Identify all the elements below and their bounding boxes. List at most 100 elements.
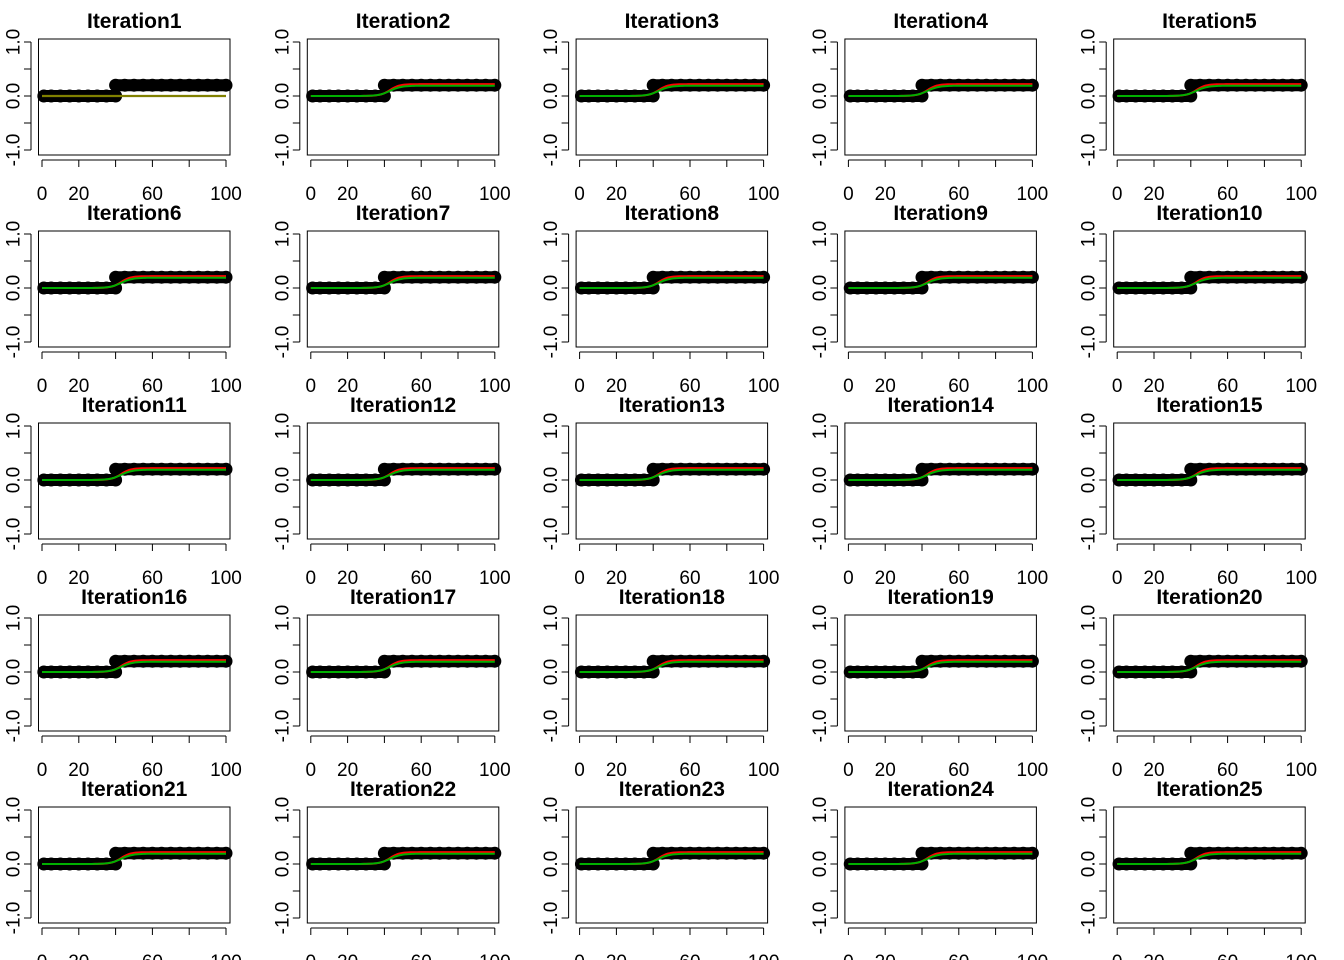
x-tick-label: 20 [875,952,896,960]
chart-title: Iteration22 [350,778,456,801]
data-points [843,78,1039,103]
y-tick-label: 0.0 [541,467,562,493]
x-tick-label: 100 [1017,376,1049,397]
x-tick-label: 20 [1143,568,1164,589]
chart-panel: Iteration1 0 20 60 100 -1.0 0.0 1.0 [4,10,242,205]
chart-title: Iteration15 [1156,394,1263,417]
x-tick-label: 0 [1112,184,1123,205]
data-points [1112,654,1308,679]
y-tick-label: 0.0 [810,659,831,685]
chart-panel: Iteration2 0 20 60 100 -1.0 0.0 1.0 [272,10,510,205]
data-points [843,846,1039,871]
x-tick-label: 0 [306,952,317,960]
x-tick-label: 20 [1143,184,1164,205]
x-tick-label: 0 [574,952,585,960]
data-points [37,654,233,679]
chart-panel: Iteration9 0 20 60 100 -1.0 0.0 1.0 [810,202,1048,397]
x-tick-label: 100 [1285,760,1317,781]
chart-title: Iteration3 [625,10,720,33]
x-tick-label: 0 [1112,568,1123,589]
y-tick-label: 0.0 [272,83,293,109]
y-tick-label: -1.0 [810,326,831,359]
x-tick-label: 0 [306,568,317,589]
data-points [1112,846,1308,871]
data-points [574,654,771,679]
x-tick-label: 20 [68,760,89,781]
x-tick-label: 100 [1017,760,1049,781]
fit-curve [579,276,764,289]
x-tick-label: 20 [875,184,896,205]
x-tick-label: 100 [479,184,511,205]
chart-title: Iteration8 [625,202,720,225]
y-tick-label: 1.0 [272,797,293,823]
fit-curve [848,468,1033,481]
chart-title: Iteration10 [1156,202,1262,225]
y-tick-label: 1.0 [1079,605,1100,631]
x-tick-label: 0 [37,376,48,397]
y-tick-label: -1.0 [272,902,293,935]
y-tick-label: 1.0 [272,29,293,55]
y-tick-label: 1.0 [4,29,25,55]
chart-title: Iteration17 [350,586,456,609]
x-tick-label: 60 [411,376,432,397]
chart-panel: Iteration12 0 20 60 100 -1.0 0.0 1.0 [272,394,510,589]
y-tick-label: 0.0 [4,467,25,493]
y-tick-label: 0.0 [272,275,293,301]
x-tick-label: 100 [479,952,511,960]
x-tick-label: 100 [210,376,242,397]
y-tick-label: -1.0 [272,518,293,551]
y-tick-label: 0.0 [541,659,562,685]
x-tick-label: 20 [337,184,358,205]
chart-title: Iteration9 [893,202,988,225]
data-points [843,654,1039,679]
data-points [306,846,502,871]
x-tick-label: 100 [748,376,780,397]
y-tick-label: 1.0 [810,29,831,55]
y-tick-label: 1.0 [541,29,562,55]
x-tick-label: 100 [479,376,511,397]
y-tick-label: -1.0 [1079,326,1100,359]
chart-panel: Iteration25 0 20 60 100 -1.0 0.0 1.0 [1079,778,1317,960]
data-points [306,654,502,679]
x-tick-label: 60 [948,952,969,960]
x-tick-label: 100 [748,568,780,589]
y-tick-label: -1.0 [810,710,831,743]
data-points [37,462,233,487]
fit-curve [1117,276,1302,289]
x-tick-label: 20 [875,760,896,781]
y-tick-label: 1.0 [4,413,25,439]
chart-title: Iteration14 [888,394,995,417]
chart-panel: Iteration13 0 20 60 100 -1.0 0.0 1.0 [541,394,779,589]
x-tick-label: 20 [1143,760,1164,781]
chart-panel: Iteration20 0 20 60 100 -1.0 0.0 1.0 [1079,586,1317,781]
x-tick-label: 60 [948,376,969,397]
x-tick-label: 60 [411,760,432,781]
data-points [37,78,233,103]
y-tick-label: 0.0 [541,83,562,109]
y-tick-label: -1.0 [1079,710,1100,743]
y-tick-label: 1.0 [810,413,831,439]
x-tick-label: 60 [142,376,163,397]
chart-panel: Iteration15 0 20 60 100 -1.0 0.0 1.0 [1079,394,1317,589]
y-tick-label: 0.0 [1079,659,1100,685]
y-tick-label: -1.0 [541,134,562,167]
y-tick-label: -1.0 [272,326,293,359]
x-tick-label: 60 [679,184,700,205]
chart-title: Iteration25 [1156,778,1263,801]
x-tick-label: 20 [68,376,89,397]
x-tick-label: 100 [1285,952,1317,960]
chart-title: Iteration13 [619,394,725,417]
x-tick-label: 60 [948,568,969,589]
x-tick-label: 60 [1217,760,1238,781]
x-tick-label: 60 [679,376,700,397]
x-tick-label: 0 [843,760,854,781]
chart-panel: Iteration4 0 20 60 100 -1.0 0.0 1.0 [810,10,1048,205]
chart-panel: Iteration7 0 20 60 100 -1.0 0.0 1.0 [272,202,510,397]
x-tick-label: 20 [337,376,358,397]
x-tick-label: 0 [843,952,854,960]
fit-curve [579,852,764,865]
x-tick-label: 100 [1285,376,1317,397]
chart-title: Iteration7 [356,202,451,225]
chart-title: Iteration24 [888,778,995,801]
